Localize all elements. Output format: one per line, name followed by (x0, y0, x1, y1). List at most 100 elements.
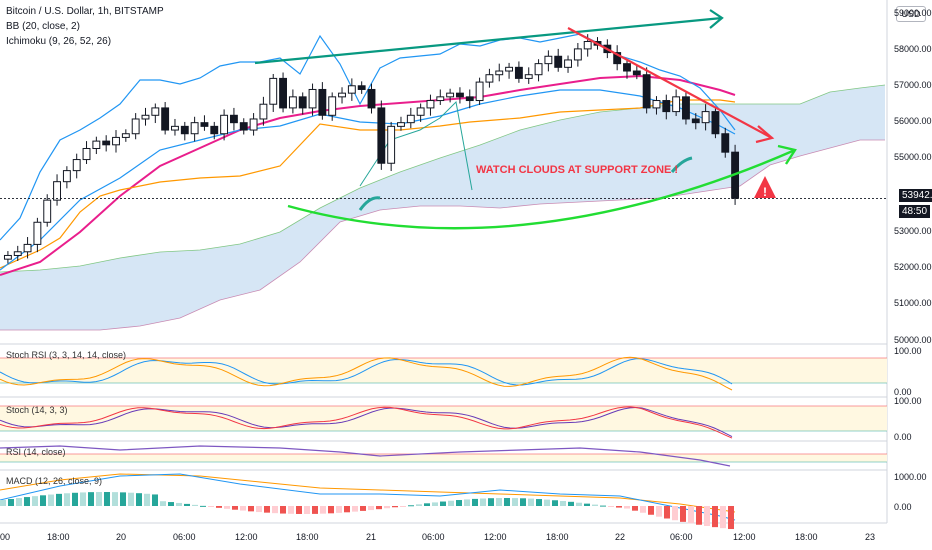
macd-histogram-bar (312, 506, 318, 514)
candle (583, 41, 592, 50)
macd-histogram-bar (288, 506, 294, 514)
macd-histogram-bar (608, 506, 614, 507)
y-tick: 51000.00 (894, 298, 932, 308)
macd-histogram-bar (464, 499, 470, 506)
macd-histogram-bar (504, 498, 510, 506)
candle (711, 111, 720, 135)
y-tick: 59000.00 (894, 8, 932, 18)
macd-histogram-bar (64, 493, 70, 506)
stoch-label[interactable]: Stoch (14, 3, 3) (6, 405, 68, 415)
macd-histogram-bar (296, 506, 302, 514)
currency-button[interactable]: USD (896, 6, 926, 22)
macd-tick-0: 0.00 (894, 502, 912, 512)
candle (288, 96, 297, 109)
support-curve-arrowhead (777, 144, 797, 165)
stoch-rsi-tick-0: 0.00 (894, 387, 912, 397)
macd-histogram-bar (0, 500, 6, 506)
macd-histogram-bar (624, 506, 630, 509)
macd-histogram-bar (168, 502, 174, 506)
macd-histogram-bar (568, 501, 574, 506)
macd-histogram-bar (480, 498, 486, 506)
macd-tick-1000: 1000.00 (894, 472, 927, 482)
candle (13, 251, 22, 256)
bb-indicator-label[interactable]: BB (20, close, 2) (6, 21, 80, 32)
stoch-rsi-d (0, 356, 733, 391)
macd-histogram-bar (240, 506, 246, 511)
candle (456, 92, 464, 98)
macd-histogram-bar (144, 493, 150, 506)
macd-histogram-bar (200, 505, 206, 507)
macd-histogram-bar (656, 506, 662, 517)
candle (406, 114, 415, 124)
macd-histogram-bar (352, 506, 358, 512)
candle (328, 96, 337, 116)
candle (190, 122, 199, 135)
kijun-line (0, 99, 736, 269)
macd-histogram-bar (384, 506, 390, 509)
macd-histogram-bar (72, 492, 78, 506)
last-price-badge: 53942.44 (899, 189, 932, 202)
macd-histogram-bar (640, 506, 646, 513)
x-tick: 06:00 (670, 532, 693, 542)
y-tick: 52000.00 (894, 262, 932, 272)
macd-histogram-bar (472, 498, 478, 506)
macd-histogram-bar (672, 506, 678, 521)
stoch-d (0, 406, 733, 439)
macd-histogram-bar (544, 499, 550, 506)
macd-histogram-bar (8, 499, 14, 506)
candle (367, 88, 376, 109)
stoch-rsi-k (0, 358, 733, 386)
macd-line (0, 473, 736, 521)
stoch-tick-100: 100.00 (894, 396, 922, 406)
candle (131, 118, 140, 135)
macd-histogram-bar (728, 506, 734, 530)
candle (387, 125, 396, 164)
resistance-trendline-arrowhead (755, 125, 775, 144)
x-tick: 21 (366, 532, 377, 542)
macd-histogram-bar (720, 506, 726, 529)
macd-histogram-bar (16, 498, 22, 506)
stoch-rsi-label[interactable]: Stoch RSI (3, 3, 14, 14, close) (6, 350, 127, 360)
rsi-label[interactable]: RSI (14, close) (6, 447, 66, 457)
macd-histogram-bar (328, 506, 334, 514)
candle (485, 74, 494, 83)
macd-histogram-bar (360, 506, 366, 511)
bounce-arrow-icon (358, 196, 381, 211)
macd-histogram-bar (632, 506, 638, 511)
macd-histogram-bar (552, 500, 558, 506)
x-tick: 18:00 (296, 532, 319, 542)
x-tick: 12:00 (484, 532, 507, 542)
x-tick: 12:00 (235, 532, 258, 542)
x-tick: 18:00 (47, 532, 70, 542)
y-tick: 56000.00 (894, 116, 932, 126)
support-zone-annotation: WATCH CLOUDS AT SUPPORT ZONE ! (476, 164, 679, 176)
macd-histogram-bar (616, 506, 622, 508)
candle (220, 114, 229, 135)
resistance-trendline (567, 27, 773, 139)
macd-histogram-bar (40, 495, 46, 506)
macd-histogram-bar (512, 498, 518, 506)
candle (642, 74, 651, 109)
macd-label[interactable]: MACD (12, 26, close, 9) (6, 476, 103, 486)
candle (475, 81, 484, 102)
rsi-band (0, 454, 887, 462)
macd-histogram-bar (584, 503, 590, 506)
macd-histogram-bar (600, 505, 606, 507)
candle (465, 96, 474, 102)
candle (397, 122, 405, 127)
candle (416, 107, 425, 116)
macd-histogram-bar (208, 506, 214, 507)
candle (544, 55, 553, 65)
upper-trendline-arrowhead (709, 9, 724, 29)
macd-histogram-bar (336, 506, 342, 513)
macd-histogram-bar (128, 492, 134, 506)
candle (652, 100, 661, 109)
x-tick: 23 (865, 532, 876, 542)
macd-histogram-bar (536, 499, 542, 506)
candle (102, 140, 111, 146)
macd-histogram-bar (376, 506, 382, 510)
cloud-span-b (0, 139, 885, 331)
stoch-rsi-tick-100: 100.00 (894, 346, 922, 356)
ichimoku-indicator-label[interactable]: Ichimoku (9, 26, 52, 26) (6, 36, 112, 47)
